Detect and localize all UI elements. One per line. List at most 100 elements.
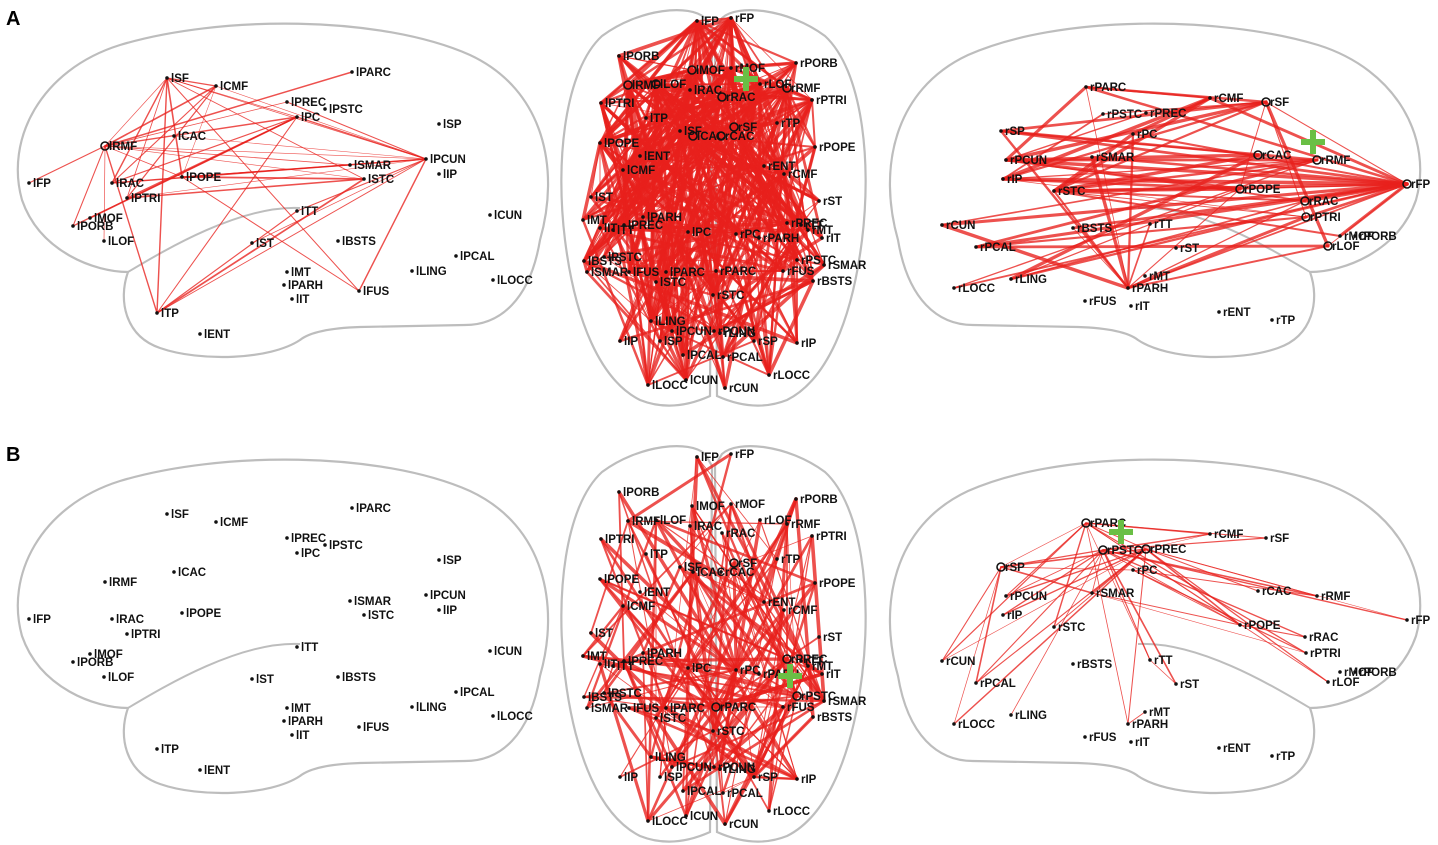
region-node — [1129, 304, 1133, 308]
region-node — [758, 82, 762, 86]
region-label: rMT — [812, 225, 833, 237]
region-node — [649, 755, 653, 759]
region-label: lFUS — [363, 286, 390, 298]
region-label: lSF — [171, 509, 189, 521]
connection-edge — [1127, 548, 1147, 725]
region-label: rFUS — [787, 702, 815, 714]
region-label: lSMAR — [354, 160, 392, 172]
region-node — [285, 270, 289, 274]
left-sylvian-fissure — [127, 642, 301, 709]
region-node — [1090, 155, 1094, 159]
region-node — [785, 522, 789, 526]
region-label: lTP — [161, 744, 179, 756]
region-node — [110, 181, 114, 185]
region-node — [491, 714, 495, 718]
region-node — [165, 76, 169, 80]
right-hemisphere-outline — [888, 22, 1422, 359]
connection-edge — [1239, 624, 1306, 638]
region-node — [670, 765, 674, 769]
connection-edge — [650, 135, 722, 322]
region-node — [695, 19, 699, 23]
region-label: lPARC — [356, 67, 391, 79]
region-label: lPCUN — [676, 326, 712, 338]
region-label: rPCUN — [718, 762, 755, 774]
region-node — [810, 98, 814, 102]
region-label: rMOF — [1344, 667, 1374, 679]
connection-edge — [1085, 522, 1151, 661]
connection-edge — [752, 715, 815, 779]
connection-edge — [679, 87, 788, 132]
connection-edge — [999, 129, 1319, 162]
region-label: rTP — [781, 554, 801, 566]
region-node — [1004, 158, 1008, 162]
region-node — [782, 608, 786, 612]
connection-edge — [111, 77, 168, 184]
region-label: lCUN — [690, 811, 718, 823]
connection-edge — [627, 270, 715, 297]
connection-edge — [692, 571, 737, 671]
region-label: rFUS — [1089, 296, 1117, 308]
region-node — [1253, 150, 1263, 160]
region-label: rPTRI — [1310, 648, 1341, 660]
region-node — [491, 278, 495, 282]
connection-edge — [646, 657, 789, 823]
region-node — [323, 107, 327, 111]
connection-edge — [953, 566, 1002, 725]
region-node — [723, 386, 727, 390]
region-label: rSTC — [1058, 186, 1085, 198]
region-label: rPORB — [800, 494, 838, 506]
region-label: rPORB — [800, 58, 838, 70]
region-label: lPREC — [291, 97, 326, 109]
region-label: lSTC — [368, 610, 394, 622]
connection-edge — [647, 340, 755, 386]
region-node — [822, 263, 826, 267]
region-label: rLOCC — [958, 719, 995, 731]
region-node — [1052, 189, 1056, 193]
region-node — [638, 154, 642, 158]
region-node — [1261, 97, 1271, 107]
seed-marker-v — [1310, 130, 1316, 154]
connection-edge — [941, 566, 1002, 662]
connection-edge — [1053, 548, 1147, 628]
region-node — [488, 213, 492, 217]
region-node — [762, 164, 766, 168]
region-node — [598, 662, 602, 666]
region-node — [1009, 277, 1013, 281]
connection-edge — [687, 667, 798, 780]
region-node — [582, 259, 586, 263]
region-node — [1090, 591, 1094, 595]
connection-edge — [1009, 153, 1260, 281]
connection-edge — [126, 77, 168, 199]
region-node — [285, 706, 289, 710]
connection-edge — [1002, 548, 1147, 616]
region-label: lLOF — [108, 672, 134, 684]
region-node — [782, 172, 786, 176]
region-node — [654, 716, 658, 720]
connection-edge — [1000, 548, 1147, 568]
region-label: rFP — [735, 13, 755, 25]
region-node — [290, 733, 294, 737]
connection-edge — [654, 82, 692, 92]
region-label: rMT — [1149, 707, 1170, 719]
region-label: lENT — [204, 765, 230, 777]
region-label: lTP — [161, 308, 179, 320]
connection-edge — [104, 116, 298, 147]
region-label: lPCAL — [460, 251, 495, 263]
region-node — [785, 221, 789, 225]
region-node — [1323, 241, 1333, 251]
region-node — [782, 83, 792, 93]
region-label: rRAC — [1309, 196, 1338, 208]
region-node — [678, 129, 682, 133]
region-label: lTT — [301, 206, 318, 218]
region-label: rCAC — [725, 131, 754, 143]
connection-edge — [251, 158, 427, 244]
right-hemisphere-outline — [888, 458, 1422, 795]
connection-edge — [1239, 183, 1408, 190]
connection-edge — [687, 135, 722, 233]
region-label: lSTC — [368, 174, 394, 186]
region-node — [752, 339, 756, 343]
region-label: rRMF — [791, 519, 820, 531]
connection-edge — [602, 691, 653, 759]
region-node — [350, 506, 354, 510]
region-label: lPTRI — [131, 193, 160, 205]
